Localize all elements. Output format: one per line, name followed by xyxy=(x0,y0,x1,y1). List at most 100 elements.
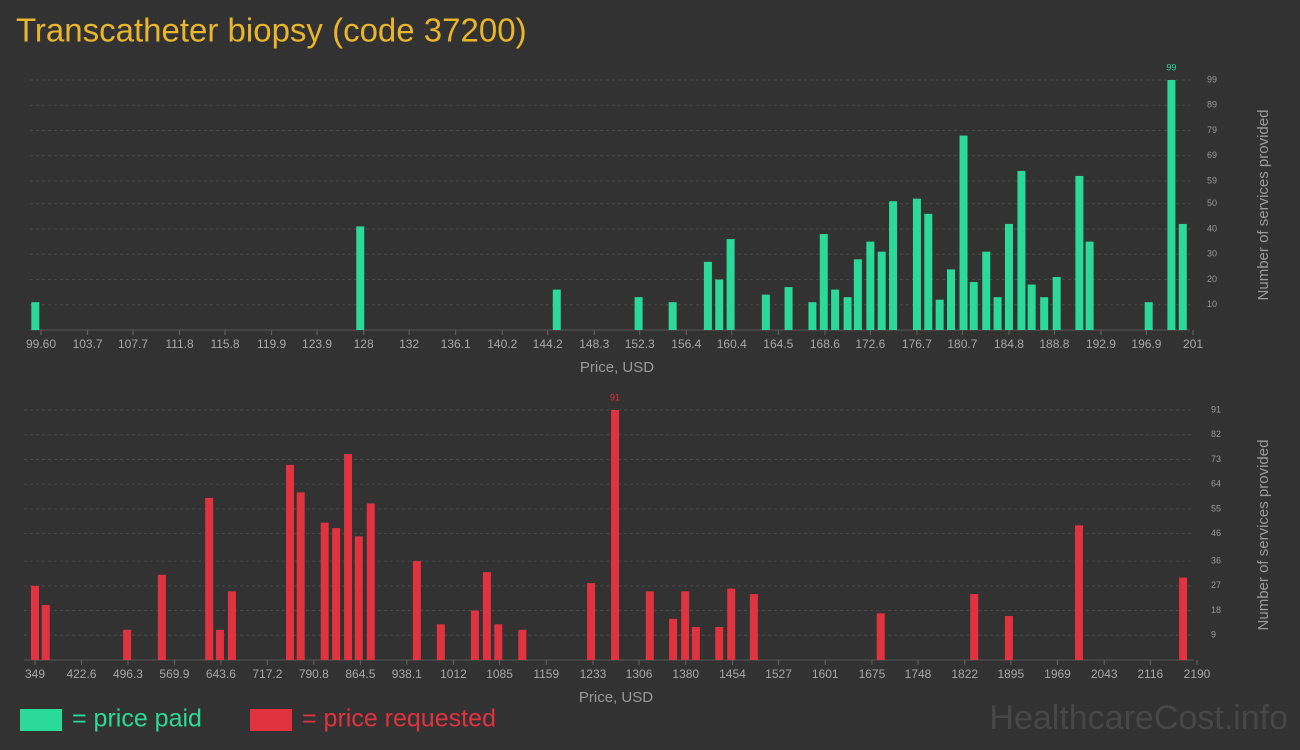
bar xyxy=(691,627,700,660)
y-tick-label: 27 xyxy=(1211,580,1221,590)
bar xyxy=(681,591,690,660)
x-tick-label: 349 xyxy=(25,667,45,681)
y-axis-label: Number of services provided xyxy=(1255,440,1272,631)
bar xyxy=(634,297,643,330)
bar xyxy=(123,629,132,660)
bar xyxy=(296,492,305,660)
bar xyxy=(1085,241,1094,330)
x-tick-label: 201 xyxy=(1183,337,1203,351)
x-tick-label: 184.8 xyxy=(994,337,1024,351)
bar xyxy=(935,299,944,330)
y-tick-label: 9 xyxy=(1211,630,1216,640)
x-tick-label: 1159 xyxy=(533,667,559,681)
bar xyxy=(912,198,921,330)
bar xyxy=(703,261,712,330)
bar xyxy=(715,279,724,330)
bar xyxy=(412,561,421,660)
bar xyxy=(1040,297,1049,330)
x-tick-label: 172.6 xyxy=(855,337,885,351)
data-label: 99 xyxy=(1166,62,1176,72)
x-tick-label: 1233 xyxy=(580,667,607,681)
x-tick-label: 119.9 xyxy=(257,337,286,351)
x-tick-label: 192.9 xyxy=(1086,337,1116,351)
x-tick-label: 176.7 xyxy=(902,337,932,351)
x-tick-label: 140.2 xyxy=(487,337,517,351)
bar xyxy=(715,627,724,660)
x-tick-label: 1306 xyxy=(626,667,653,681)
x-tick-label: 111.8 xyxy=(165,337,194,351)
x-tick-label: 107.7 xyxy=(118,337,148,351)
bar xyxy=(982,251,991,330)
y-tick-label: 50 xyxy=(1207,198,1217,208)
bar xyxy=(669,618,678,660)
bar xyxy=(1027,284,1036,330)
bar xyxy=(344,453,353,660)
x-tick-label: 2116 xyxy=(1137,667,1163,681)
x-tick-label: 1527 xyxy=(765,667,792,681)
bar xyxy=(587,583,596,660)
bar xyxy=(1052,276,1061,330)
bar xyxy=(727,588,736,660)
bar xyxy=(611,410,620,660)
bar xyxy=(761,294,770,330)
bar xyxy=(1178,223,1187,330)
x-tick-label: 2190 xyxy=(1184,667,1211,681)
bar xyxy=(1074,525,1083,660)
bar xyxy=(784,287,793,330)
bar xyxy=(285,464,294,660)
y-tick-label: 89 xyxy=(1207,100,1217,110)
bar xyxy=(157,574,166,660)
bar xyxy=(866,241,875,330)
x-tick-label: 1822 xyxy=(951,667,978,681)
x-tick-label: 643.6 xyxy=(206,667,236,681)
bar xyxy=(320,522,329,660)
bar xyxy=(1075,175,1084,330)
y-tick-label: 99 xyxy=(1207,74,1217,84)
y-tick-label: 40 xyxy=(1207,223,1217,233)
bar xyxy=(749,594,758,660)
bar xyxy=(889,201,898,330)
x-tick-label: 1380 xyxy=(672,667,699,681)
x-tick-label: 99.60 xyxy=(26,337,56,351)
legend-label: = price paid xyxy=(72,705,202,733)
title: Transcatheter biopsy (code 37200) xyxy=(16,12,527,49)
bar xyxy=(1004,223,1013,330)
y-tick-label: 59 xyxy=(1207,175,1217,185)
bar xyxy=(831,289,840,330)
y-tick-label: 73 xyxy=(1211,454,1221,464)
x-tick-label: 196.9 xyxy=(1131,337,1161,351)
bar xyxy=(494,624,503,660)
x-tick-label: 1601 xyxy=(812,667,839,681)
bar xyxy=(819,234,828,330)
bar xyxy=(41,605,50,660)
x-tick-label: 115.8 xyxy=(210,337,239,351)
x-tick-label: 1675 xyxy=(859,667,886,681)
y-axis-label: Number of services provided xyxy=(1255,110,1272,301)
x-tick-label: 156.4 xyxy=(671,337,701,351)
bar xyxy=(853,259,862,330)
bar xyxy=(1004,616,1013,660)
bar xyxy=(470,610,479,660)
bar xyxy=(947,269,956,330)
bar xyxy=(215,629,224,660)
legend-swatch xyxy=(20,709,62,731)
x-tick-label: 864.5 xyxy=(345,667,375,681)
bar xyxy=(31,585,39,660)
bar xyxy=(518,629,527,660)
x-tick-label: 1085 xyxy=(486,667,513,681)
bar xyxy=(843,297,852,330)
x-tick-label: 938.1 xyxy=(392,667,422,681)
bar xyxy=(552,289,561,330)
bar xyxy=(668,302,677,330)
x-tick-label: 188.8 xyxy=(1039,337,1069,351)
bar xyxy=(354,536,363,660)
x-tick-label: 144.2 xyxy=(533,337,563,351)
x-tick-label: 164.5 xyxy=(763,337,793,351)
x-tick-label: 1012 xyxy=(440,667,467,681)
bar xyxy=(227,591,236,660)
x-tick-label: 422.6 xyxy=(66,667,96,681)
y-tick-label: 69 xyxy=(1207,150,1217,160)
x-tick-label: 790.8 xyxy=(299,667,329,681)
bar xyxy=(366,503,375,660)
